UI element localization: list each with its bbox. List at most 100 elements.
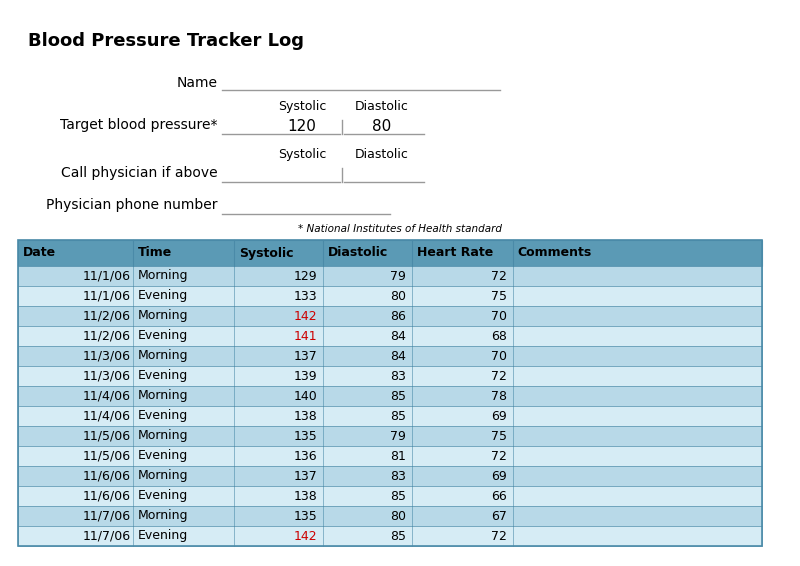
Text: Target blood pressure*: Target blood pressure* <box>61 118 218 132</box>
Text: 84: 84 <box>390 329 406 342</box>
Text: 11/2/06: 11/2/06 <box>82 310 130 323</box>
Text: Call physician if above: Call physician if above <box>62 166 218 180</box>
Text: 138: 138 <box>294 490 317 503</box>
Bar <box>18 366 762 386</box>
Text: Heart Rate: Heart Rate <box>418 247 494 259</box>
Text: Morning: Morning <box>138 470 188 482</box>
Text: 70: 70 <box>490 310 506 323</box>
Text: 139: 139 <box>294 370 317 383</box>
Text: 138: 138 <box>294 409 317 422</box>
Text: 72: 72 <box>491 449 506 462</box>
Bar <box>18 486 762 506</box>
Bar <box>18 266 762 286</box>
Text: 85: 85 <box>390 530 406 542</box>
Text: 11/3/06: 11/3/06 <box>82 349 130 362</box>
Text: Morning: Morning <box>138 269 188 282</box>
Text: 75: 75 <box>490 289 506 302</box>
Text: 72: 72 <box>491 370 506 383</box>
Text: Morning: Morning <box>138 430 188 443</box>
Text: 80: 80 <box>372 119 392 134</box>
Bar <box>18 446 762 466</box>
Text: Evening: Evening <box>138 530 187 542</box>
Text: 11/1/06: 11/1/06 <box>82 269 130 282</box>
Text: 137: 137 <box>294 470 317 482</box>
Text: Evening: Evening <box>138 289 187 302</box>
Text: 120: 120 <box>287 119 317 134</box>
Text: 11/1/06: 11/1/06 <box>82 289 130 302</box>
Text: Systolic: Systolic <box>278 148 326 161</box>
Bar <box>18 306 762 326</box>
Text: 85: 85 <box>390 490 406 503</box>
Text: 137: 137 <box>294 349 317 362</box>
Text: Morning: Morning <box>138 310 188 323</box>
Text: 11/7/06: 11/7/06 <box>82 530 130 542</box>
Text: 11/4/06: 11/4/06 <box>82 409 130 422</box>
Text: 85: 85 <box>390 389 406 402</box>
Text: Diastolic: Diastolic <box>328 247 388 259</box>
Text: 142: 142 <box>294 310 317 323</box>
Text: * National Institutes of Health standard: * National Institutes of Health standard <box>298 224 502 234</box>
Text: Morning: Morning <box>138 509 188 522</box>
Text: Evening: Evening <box>138 370 187 383</box>
Text: 136: 136 <box>294 449 317 462</box>
Text: 11/3/06: 11/3/06 <box>82 370 130 383</box>
Text: Date: Date <box>23 247 56 259</box>
Text: Systolic: Systolic <box>278 100 326 113</box>
Text: Evening: Evening <box>138 329 187 342</box>
Text: 11/5/06: 11/5/06 <box>82 449 130 462</box>
Text: 11/6/06: 11/6/06 <box>82 490 130 503</box>
Text: Evening: Evening <box>138 409 187 422</box>
Text: 83: 83 <box>390 370 406 383</box>
Text: 75: 75 <box>490 430 506 443</box>
Text: 11/5/06: 11/5/06 <box>82 430 130 443</box>
Bar <box>18 426 762 446</box>
Bar <box>18 406 762 426</box>
Bar <box>18 466 762 486</box>
Text: 11/4/06: 11/4/06 <box>82 389 130 402</box>
Bar <box>18 286 762 306</box>
Text: 69: 69 <box>491 409 506 422</box>
Text: 69: 69 <box>491 470 506 482</box>
Text: Time: Time <box>138 247 173 259</box>
Text: 11/6/06: 11/6/06 <box>82 470 130 482</box>
Bar <box>18 240 762 546</box>
Text: Systolic: Systolic <box>238 247 294 259</box>
Text: 72: 72 <box>491 269 506 282</box>
Text: 79: 79 <box>390 269 406 282</box>
Text: 81: 81 <box>390 449 406 462</box>
Text: 79: 79 <box>390 430 406 443</box>
Text: 135: 135 <box>294 509 317 522</box>
Text: 133: 133 <box>294 289 317 302</box>
Text: Comments: Comments <box>518 247 592 259</box>
Text: 70: 70 <box>490 349 506 362</box>
Text: 11/2/06: 11/2/06 <box>82 329 130 342</box>
Text: 140: 140 <box>294 389 317 402</box>
Text: Evening: Evening <box>138 449 187 462</box>
Text: 72: 72 <box>491 530 506 542</box>
Text: 83: 83 <box>390 470 406 482</box>
Text: 86: 86 <box>390 310 406 323</box>
Text: Name: Name <box>177 76 218 90</box>
Text: Evening: Evening <box>138 490 187 503</box>
Text: 84: 84 <box>390 349 406 362</box>
Text: 135: 135 <box>294 430 317 443</box>
Text: 85: 85 <box>390 409 406 422</box>
Text: Diastolic: Diastolic <box>355 148 409 161</box>
Text: 68: 68 <box>491 329 506 342</box>
Text: 80: 80 <box>390 509 406 522</box>
Text: 129: 129 <box>294 269 317 282</box>
Text: 66: 66 <box>491 490 506 503</box>
Text: 78: 78 <box>490 389 506 402</box>
Bar <box>18 326 762 346</box>
Text: 80: 80 <box>390 289 406 302</box>
Text: 67: 67 <box>491 509 506 522</box>
Bar <box>18 346 762 366</box>
Text: Blood Pressure Tracker Log: Blood Pressure Tracker Log <box>28 32 304 50</box>
Bar <box>18 386 762 406</box>
Bar <box>18 526 762 546</box>
Text: Diastolic: Diastolic <box>355 100 409 113</box>
Bar <box>18 506 762 526</box>
Text: 141: 141 <box>294 329 317 342</box>
Text: 11/7/06: 11/7/06 <box>82 509 130 522</box>
Text: Physician phone number: Physician phone number <box>46 198 218 212</box>
